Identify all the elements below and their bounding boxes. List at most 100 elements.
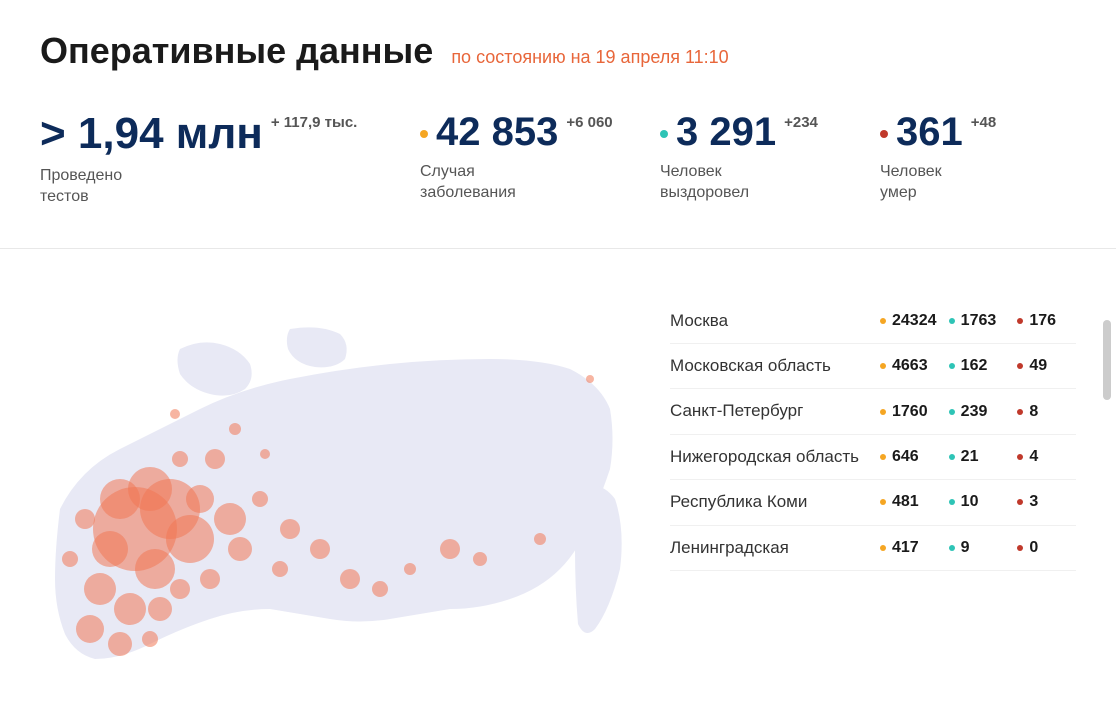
map-bubble[interactable] [272,561,288,577]
region-row[interactable]: Ленинградская41790 [670,526,1076,571]
region-row[interactable]: Московская область 4663 162 49 [670,344,1076,389]
stat-dot-icon [420,130,428,138]
map-bubble[interactable] [372,581,388,597]
region-deaths-value: 49 [1029,357,1047,375]
region-name: Москва [670,311,870,331]
stat-label: Человеквыздоровел [660,162,840,204]
stat-dot-icon [660,130,668,138]
recovered-dot-icon [949,363,955,369]
map-bubble[interactable] [166,515,214,563]
stat-value-row: 42 853+6 060 [420,112,620,152]
region-cases: 1760 [880,403,939,421]
region-cases: 4663 [880,357,939,375]
region-row[interactable]: Москва 24324 1763 176 [670,299,1076,344]
region-deaths: 176 [1017,312,1076,330]
region-recovered: 162 [949,357,1008,375]
map-bubble[interactable] [170,409,180,419]
map-bubble[interactable] [108,632,132,656]
stat-value: 361 [896,112,963,152]
region-recovered-value: 10 [961,493,979,511]
region-cases: 481 [880,493,939,511]
region-deaths-value: 3 [1029,493,1038,511]
stat-delta: +6 060 [566,114,612,131]
map-bubble[interactable] [229,423,241,435]
stat-block-2: 3 291+234 Человеквыздоровел [660,112,880,208]
stat-value: > 1,94 млн [40,112,263,156]
map-bubble[interactable] [75,509,95,529]
map-bubble[interactable] [200,569,220,589]
stat-block-0: > 1,94 млн+ 117,9 тыс.Проведенотестов [40,112,420,208]
map-bubble[interactable] [186,485,214,513]
region-name: Республика Коми [670,492,870,512]
region-recovered: 239 [949,403,1008,421]
region-row[interactable]: Нижегородская область646214 [670,435,1076,480]
region-row[interactable]: Санкт-Петербург 1760 239 8 [670,389,1076,434]
map-bubble[interactable] [440,539,460,559]
map-bubble[interactable] [534,533,546,545]
map-bubble[interactable] [170,579,190,599]
region-recovered: 9 [949,539,1008,557]
map-bubble[interactable] [100,479,140,519]
map-bubble[interactable] [252,491,268,507]
map-bubble[interactable] [148,597,172,621]
map-bubble[interactable] [310,539,330,559]
page-title: Оперативные данные [40,30,433,72]
map-bubble[interactable] [142,631,158,647]
recovered-dot-icon [949,318,955,324]
map-bubble[interactable] [214,503,246,535]
map-bubble[interactable] [84,573,116,605]
region-deaths-value: 4 [1029,448,1038,466]
region-recovered: 10 [949,493,1008,511]
header: Оперативные данные по состоянию на 19 ап… [40,30,1076,72]
map-bubble[interactable] [473,552,487,566]
region-cases-value: 24324 [892,312,937,330]
scrollbar-thumb[interactable] [1103,320,1111,400]
region-name: Нижегородская область [670,447,870,467]
region-deaths-value: 8 [1029,403,1038,421]
map-bubble[interactable] [92,531,128,567]
map-bubble[interactable] [135,549,175,589]
map-bubble[interactable] [62,551,78,567]
region-cases: 417 [880,539,939,557]
stat-delta: + 117,9 тыс. [271,114,357,131]
region-name: Московская область [670,356,870,376]
map-bubble[interactable] [76,615,104,643]
cases-dot-icon [880,363,886,369]
map-bubble[interactable] [586,375,594,383]
region-deaths: 3 [1017,493,1076,511]
map-bubble[interactable] [280,519,300,539]
deaths-dot-icon [1017,318,1023,324]
map-bubble[interactable] [340,569,360,589]
region-name: Санкт-Петербург [670,401,870,421]
map-bubble[interactable] [260,449,270,459]
region-cases: 646 [880,448,939,466]
region-cases-value: 4663 [892,357,928,375]
region-deaths: 4 [1017,448,1076,466]
map-bubble[interactable] [404,563,416,575]
lower-section: Москва 24324 1763 176 Московская область 4663… [40,279,1076,689]
russia-map [40,289,640,689]
deaths-dot-icon [1017,499,1023,505]
region-deaths-value: 0 [1029,539,1038,557]
map-bubble[interactable] [205,449,225,469]
region-cases-value: 1760 [892,403,928,421]
map-bubble[interactable] [114,593,146,625]
region-cases: 24324 [880,312,939,330]
stat-dot-icon [880,130,888,138]
deaths-dot-icon [1017,454,1023,460]
map-bubble[interactable] [228,537,252,561]
stat-label: Человекумер [880,162,1020,204]
map-bubble[interactable] [172,451,188,467]
region-recovered-value: 9 [961,539,970,557]
map-area[interactable] [40,289,640,689]
region-recovered-value: 239 [961,403,988,421]
recovered-dot-icon [949,499,955,505]
stat-value-row: 3 291+234 [660,112,840,152]
region-deaths: 8 [1017,403,1076,421]
divider [0,248,1116,249]
stat-delta: +48 [971,114,996,131]
region-row[interactable]: Республика Коми 481 10 3 [670,480,1076,525]
cases-dot-icon [880,409,886,415]
region-deaths: 49 [1017,357,1076,375]
region-recovered: 1763 [949,312,1008,330]
